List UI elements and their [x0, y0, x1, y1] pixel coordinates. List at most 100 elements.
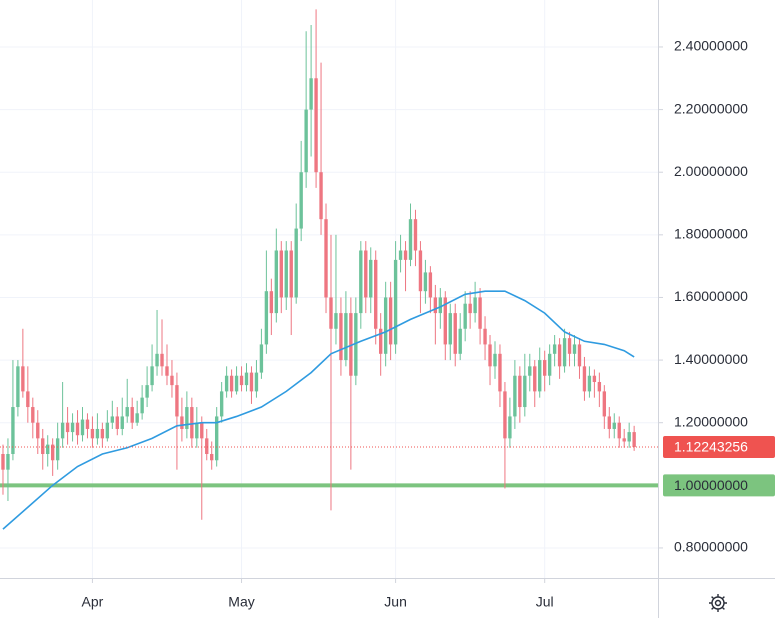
candle-body [364, 250, 368, 298]
candle-body [249, 372, 254, 392]
candle-body [607, 416, 611, 429]
candle-body [60, 422, 65, 439]
candle-body [200, 422, 204, 439]
candle-body [55, 438, 60, 461]
y-tick-label: 1.60000000 [674, 288, 748, 304]
candle-body [433, 297, 438, 314]
candle-body [533, 366, 537, 392]
candle-body [493, 353, 497, 367]
candle-body [100, 428, 105, 439]
level-box [663, 474, 775, 497]
candle-body [145, 385, 149, 398]
settings-hub [714, 599, 722, 607]
candle-body [398, 250, 403, 260]
candle-body [105, 422, 110, 439]
candle-body [185, 407, 189, 429]
candle-body [284, 250, 288, 298]
candle-body [175, 385, 179, 417]
candle-body [210, 454, 214, 461]
candle-body [6, 454, 10, 470]
candle-body [70, 422, 75, 433]
candle-body [393, 259, 398, 345]
candle-body [36, 422, 40, 439]
candle-body [403, 250, 408, 260]
candle-body [190, 407, 194, 439]
moving-average [2, 290, 635, 530]
candle-body [622, 438, 626, 442]
candle-body [205, 438, 209, 455]
candle-body [269, 291, 274, 314]
candle-body [538, 360, 542, 392]
last-price-box [663, 435, 775, 458]
y-tick-label: 2.00000000 [674, 163, 748, 179]
candle-body [498, 353, 502, 392]
candle-body [65, 422, 70, 433]
y-tick-label: 2.20000000 [674, 100, 748, 116]
candle-body [383, 297, 388, 354]
candle-body [503, 391, 507, 439]
candle-body [279, 250, 283, 298]
candle-body [259, 344, 264, 373]
candle-body [294, 228, 298, 298]
candle-body [115, 416, 119, 429]
candle-body [46, 444, 50, 455]
candle-body [150, 366, 154, 386]
plot [0, 9, 658, 530]
candle-body [408, 219, 413, 260]
candle-body [453, 313, 457, 354]
candle-body [130, 407, 134, 423]
candle-body [229, 375, 234, 392]
y-tick-label: 0.80000000 [674, 539, 748, 555]
candle-body [160, 353, 164, 367]
candle-body [239, 375, 244, 386]
candle-body [289, 250, 293, 298]
candle-body [518, 375, 522, 408]
candle-body [513, 375, 517, 417]
y-tick-label: 1.80000000 [674, 226, 748, 242]
candle-body [369, 259, 373, 298]
candle-body [224, 375, 229, 392]
candle-body [587, 375, 592, 392]
candle-body [557, 344, 562, 367]
candle-body [627, 432, 631, 442]
candle-body [448, 313, 452, 345]
y-tick-label: 1.20000000 [674, 413, 748, 429]
candle-body [274, 250, 279, 314]
candle-body [80, 419, 85, 436]
candle-body [1, 454, 5, 470]
settings-icon[interactable] [709, 594, 727, 612]
x-tick-label: May [228, 594, 254, 610]
candle-body [458, 328, 462, 354]
x-tick-label: Jun [384, 594, 407, 610]
candle-body [244, 372, 249, 386]
candle-body [125, 407, 129, 417]
candle-body [428, 272, 433, 298]
candle-body [354, 313, 358, 376]
y-tick-label: 2.40000000 [674, 38, 748, 54]
settings-teeth [709, 594, 727, 612]
candle-body [75, 422, 80, 436]
candle-body [170, 375, 174, 386]
candle-body [110, 416, 115, 423]
candle-body [473, 297, 477, 314]
candle-body [31, 407, 35, 423]
candle-body [572, 344, 577, 354]
last-price-label: 1.12243256 [674, 439, 748, 455]
candle-body [314, 78, 318, 173]
y-tick-label: 1.40000000 [674, 351, 748, 367]
candle-body [319, 172, 323, 220]
x-tick-label: Apr [82, 594, 104, 610]
candle-body [26, 391, 30, 408]
candle-body [388, 297, 393, 345]
candle-body [11, 407, 15, 455]
candle-body [488, 344, 492, 367]
candle-body [552, 344, 557, 354]
candle-body [602, 391, 607, 417]
candle-body [567, 338, 572, 354]
candle-body [329, 297, 333, 329]
candle-body [374, 259, 378, 329]
candle-body [85, 419, 90, 429]
